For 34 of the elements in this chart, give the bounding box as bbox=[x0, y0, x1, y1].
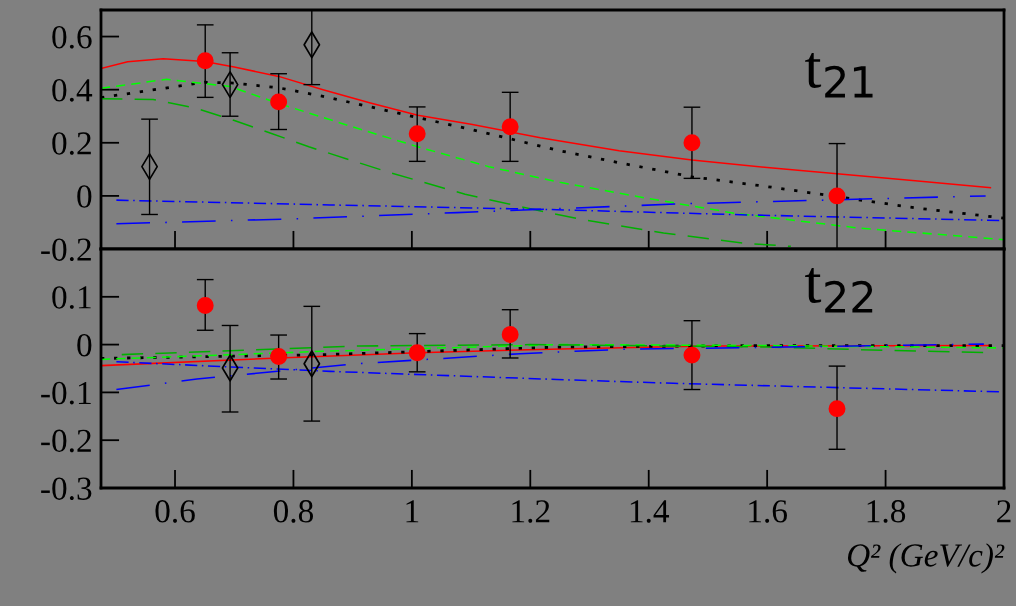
annotation: t$_{21}$ bbox=[805, 52, 873, 98]
y-tick-label: 0 bbox=[77, 334, 92, 357]
y-tick-label: -0.2 bbox=[41, 238, 91, 262]
point bbox=[408, 344, 426, 362]
point bbox=[270, 93, 288, 111]
point bbox=[196, 52, 214, 70]
y-tick-label: -0.1 bbox=[41, 381, 91, 405]
point bbox=[683, 346, 701, 364]
point bbox=[828, 400, 846, 418]
x-axis-title: Q² (GeV/c)² bbox=[847, 543, 1005, 574]
point bbox=[501, 326, 519, 344]
x-tick-label: 0.8 bbox=[273, 500, 314, 523]
x-tick-label: 1.6 bbox=[749, 500, 787, 523]
x-tick-label: 1 bbox=[406, 500, 419, 523]
y-tick-label: 0.1 bbox=[52, 286, 91, 309]
y-tick-label: 0 bbox=[77, 185, 92, 208]
line-series bbox=[101, 97, 792, 248]
x-tick-label: 2 bbox=[997, 500, 1011, 523]
point bbox=[501, 118, 519, 136]
y-tick-label: -0.2 bbox=[41, 429, 91, 453]
annotation: t$_{22}$ bbox=[805, 268, 873, 313]
y-tick-label: 0.6 bbox=[52, 25, 92, 49]
point bbox=[828, 187, 846, 205]
y-tick-label: -0.3 bbox=[41, 477, 92, 501]
y-tick-label: 0.2 bbox=[52, 132, 91, 155]
point bbox=[683, 134, 701, 152]
x-tick-label: 1.8 bbox=[867, 500, 906, 523]
point bbox=[270, 348, 288, 366]
x-tick-label: 0.6 bbox=[155, 500, 195, 523]
point bbox=[196, 296, 214, 314]
point bbox=[408, 125, 426, 143]
y-tick-label: 0.4 bbox=[52, 79, 93, 102]
x-tick-label: 1.2 bbox=[512, 500, 550, 523]
x-tick-label: 1.4 bbox=[630, 500, 670, 523]
